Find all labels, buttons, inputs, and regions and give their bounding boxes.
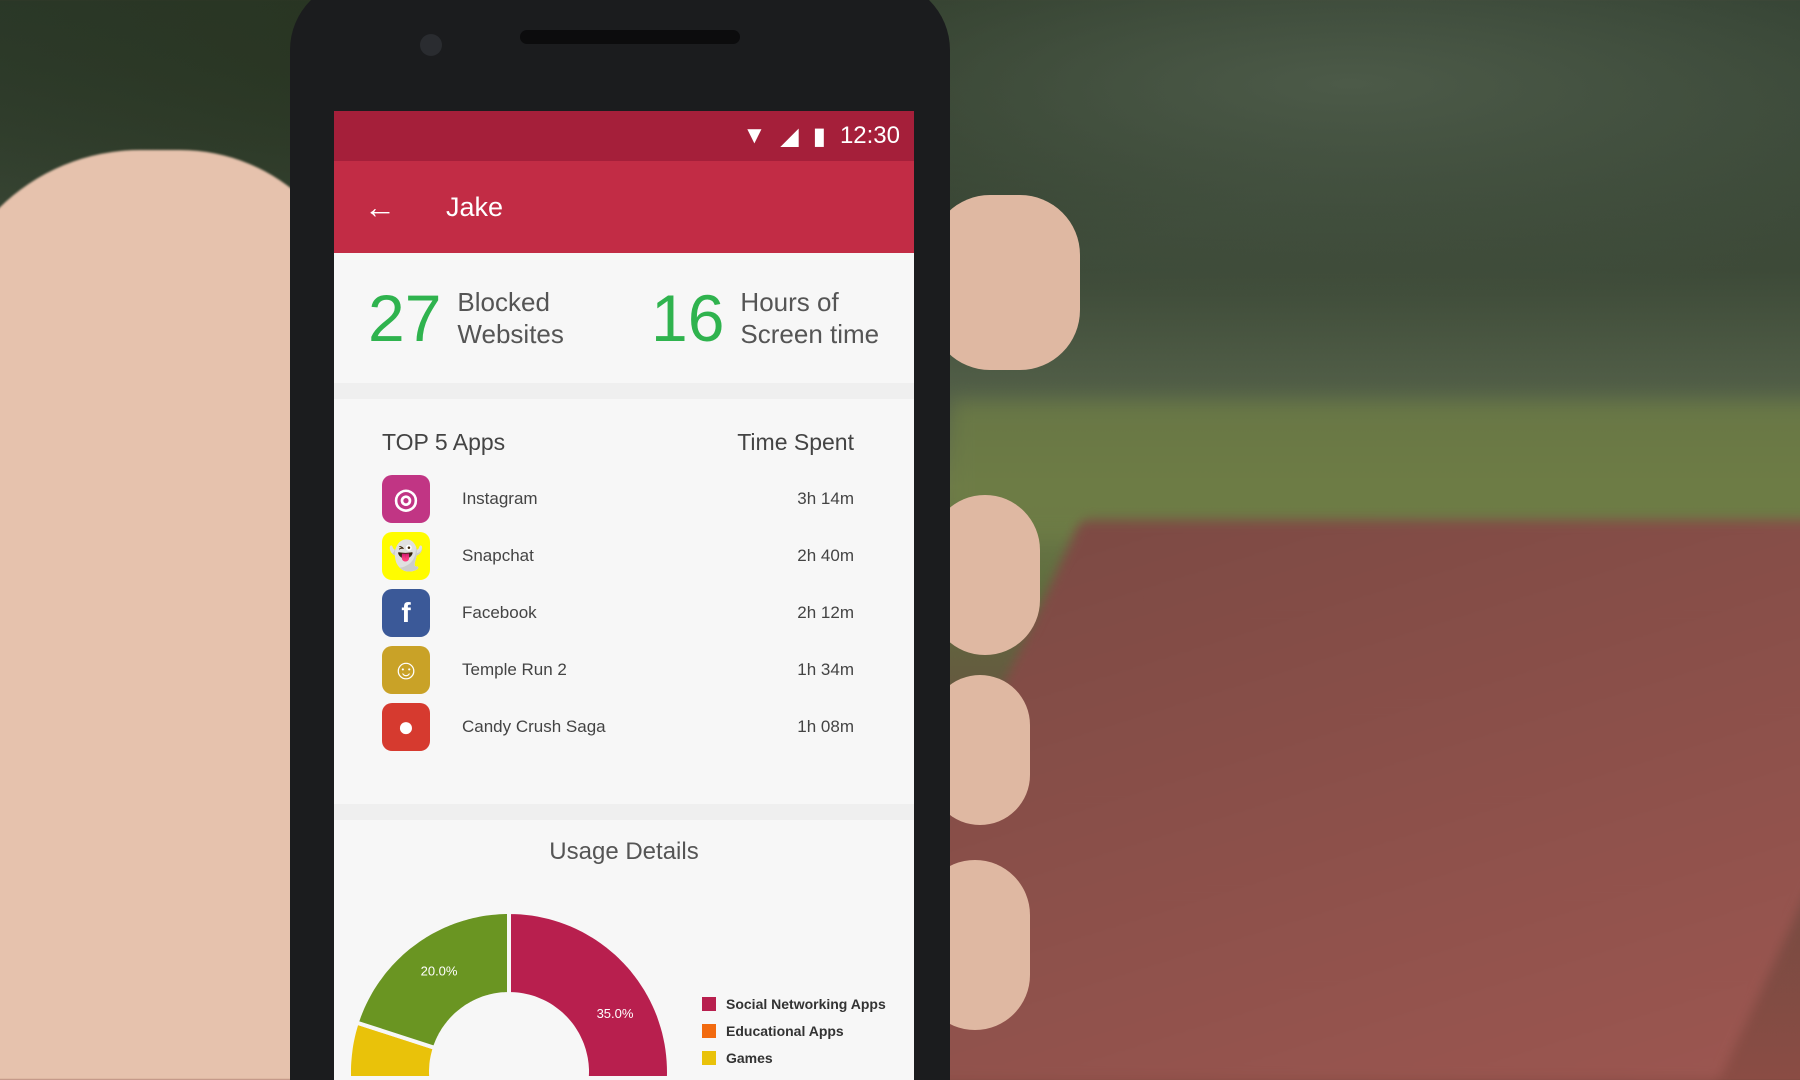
stat-value: 27 (368, 281, 442, 355)
legend-swatch (702, 996, 716, 1011)
top-apps-title: TOP 5 Apps (382, 429, 506, 455)
legend-item: Educational Apps (702, 1017, 886, 1044)
stat-label: Screen time (740, 319, 880, 349)
app-row[interactable]: 👻 Snapchat 2h 40m (382, 527, 854, 584)
app-row[interactable]: ◎ Instagram 3h 14m (382, 470, 854, 527)
battery-icon: ▮ (812, 122, 826, 150)
facebook-icon: f (382, 588, 430, 637)
candy-crush-icon: ● (382, 702, 430, 751)
donut-slice (354, 910, 511, 1051)
legend-item: Games (702, 1044, 886, 1071)
page-title: Jake (446, 191, 504, 222)
app-time: 1h 08m (797, 716, 854, 736)
stat-label: Websites (457, 319, 564, 349)
app-name: Temple Run 2 (462, 659, 567, 679)
legend-label: Educational Apps (726, 1022, 844, 1039)
slice-label: 35.0% (597, 1006, 634, 1021)
app-name: Candy Crush Saga (462, 716, 606, 736)
chart-legend: Social Networking Apps Educational Apps Ga… (702, 990, 886, 1071)
arrow-left-icon[interactable]: ← (364, 188, 396, 225)
app-row[interactable]: ☺ Temple Run 2 1h 34m (382, 641, 854, 698)
legend-label: Social Networking Apps (726, 995, 886, 1012)
background-grass (950, 400, 1800, 540)
temple-run-icon: ☺ (382, 645, 430, 694)
app-time: 3h 14m (797, 488, 854, 508)
speaker (520, 30, 740, 44)
signal-icon: ◢ (780, 122, 799, 150)
stat-screen-time: 16 Hours of Screen time (651, 280, 914, 356)
usage-donut-chart: 35.0% 20.0% (347, 909, 672, 1080)
app-row[interactable]: f Facebook 2h 12m (382, 584, 854, 641)
legend-item: Social Networking Apps (702, 990, 886, 1017)
phone-screen: ▼ ◢ ▮ 12:30 ← Jake 27 Blocked Websites 16… (334, 111, 914, 1080)
app-time: 2h 40m (797, 545, 854, 565)
instagram-icon: ◎ (382, 474, 430, 523)
app-time: 2h 12m (797, 602, 854, 622)
app-name: Facebook (462, 602, 537, 622)
chart-title: Usage Details (549, 838, 699, 865)
stat-label: Hours of (740, 287, 839, 317)
time-spent-header: Time Spent (737, 429, 854, 455)
stats-card: 27 Blocked Websites 16 Hours of Screen tim… (334, 253, 914, 383)
status-time: 12:30 (839, 122, 900, 149)
status-bar: ▼ ◢ ▮ 12:30 (334, 111, 914, 161)
usage-card: Usage Details 35.0% 20.0% Social Networki… (334, 820, 914, 1080)
legend-label: Games (726, 1049, 773, 1066)
app-name: Snapchat (462, 545, 534, 565)
front-camera (420, 34, 442, 56)
app-bar: ← Jake (334, 161, 914, 253)
top-apps-card: TOP 5 Apps Time Spent ◎ Instagram 3h 14m 👻 Sn… (334, 399, 914, 804)
donut-slice (507, 909, 672, 1080)
slice-label: 20.0% (421, 964, 458, 979)
snapchat-icon: 👻 (382, 531, 430, 580)
stat-blocked-websites: 27 Blocked Websites (368, 280, 631, 356)
stat-value: 16 (651, 281, 725, 355)
finger (930, 195, 1080, 370)
app-time: 1h 34m (797, 659, 854, 679)
app-name: Instagram (462, 488, 538, 508)
app-row[interactable]: ● Candy Crush Saga 1h 08m (382, 698, 854, 755)
stat-label: Blocked (457, 287, 550, 317)
legend-swatch (702, 1050, 716, 1065)
wifi-icon: ▼ (742, 122, 767, 149)
legend-swatch (702, 1023, 716, 1038)
